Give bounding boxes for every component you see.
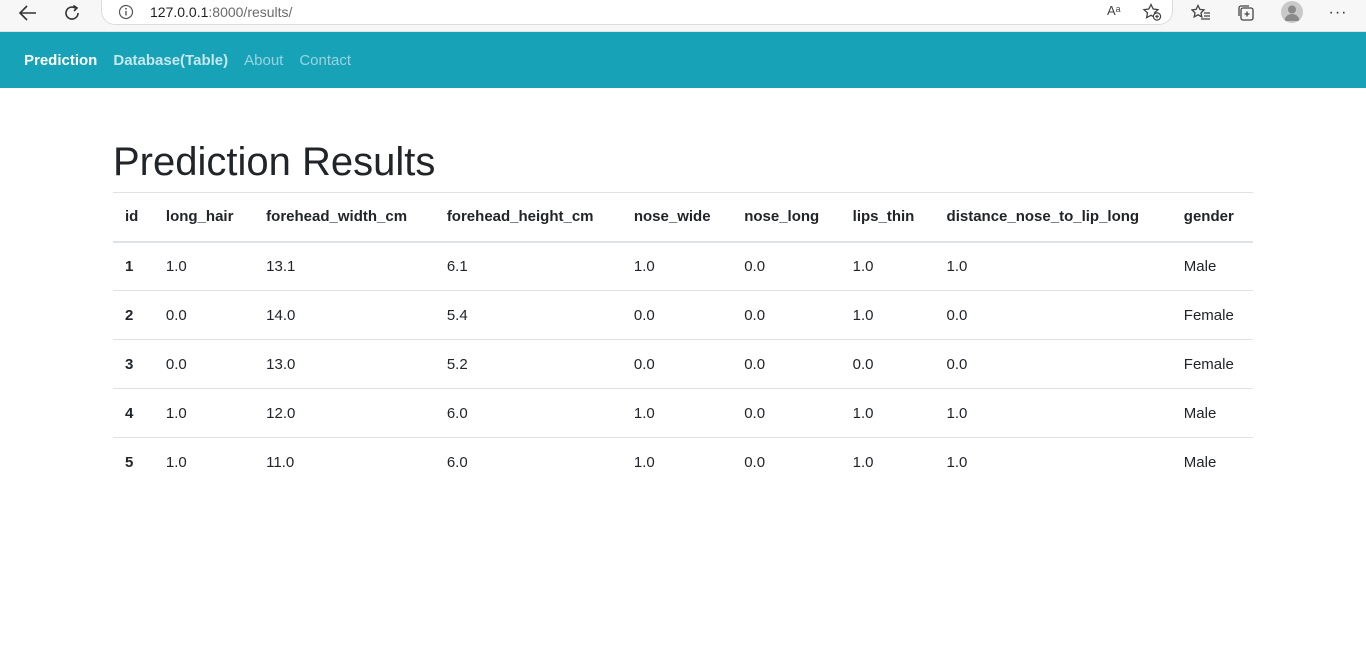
cell-long-hair: 0.0 [165,355,187,373]
url-path: :8000/results/ [208,4,293,20]
navbar-brand[interactable]: Prediction [24,51,98,69]
cell-distance-nose-lip: 0.0 [946,355,968,373]
cell-lips-thin: 1.0 [852,404,874,422]
cell-forehead-height: 5.2 [446,355,468,373]
address-bar[interactable]: 127.0.0.1:8000/results/ Aᵃ [101,0,1173,25]
add-favorite-icon[interactable] [1142,3,1162,21]
cell-forehead-height: 6.0 [446,453,468,471]
column-header-gender: gender [1183,208,1234,226]
more-options-icon[interactable]: ··· [1328,4,1348,21]
cell-id: 3 [125,355,134,373]
cell-forehead-height: 6.1 [446,257,468,275]
cell-forehead-width: 13.0 [266,355,296,373]
cell-forehead-width: 11.0 [266,453,295,471]
nav-link-contact[interactable]: Contact [299,51,352,69]
cell-distance-nose-lip: 1.0 [946,257,968,275]
cell-long-hair: 1.0 [165,453,187,471]
cell-nose-wide: 0.0 [633,306,655,324]
column-header-forehead-width: forehead_width_cm [266,208,408,226]
column-header-id: id [125,208,139,226]
read-aloud-icon[interactable]: Aᵃ [1107,3,1121,18]
cell-gender: Male [1183,453,1217,471]
reload-icon [65,4,79,20]
cell-long-hair: 1.0 [165,404,187,422]
cell-gender: Female [1183,306,1234,324]
cell-gender: Male [1183,404,1217,422]
cell-nose-long: 0.0 [744,404,766,422]
cell-nose-long: 0.0 [744,257,766,275]
url-text[interactable]: 127.0.0.1:8000/results/ [150,4,292,20]
cell-lips-thin: 0.0 [852,355,874,373]
cell-forehead-width: 14.0 [266,306,296,324]
results-table: id long_hair forehead_width_cm forehead_… [113,192,1253,487]
nav-link-about[interactable]: About [244,51,284,69]
nav-link-database[interactable]: Database(Table) [113,51,229,69]
favorites-icon[interactable] [1191,3,1211,23]
cell-nose-wide: 1.0 [633,453,655,471]
cell-distance-nose-lip: 1.0 [946,453,968,471]
table-row: 2 0.0 14.0 5.4 0.0 0.0 1.0 0.0 Female [113,291,1253,340]
main-content: Prediction Results id long_hair forehead… [113,136,1253,487]
table-row: 5 1.0 11.0 6.0 1.0 0.0 1.0 1.0 Male [113,438,1253,487]
column-header-long-hair: long_hair [165,208,234,226]
navbar: Prediction Database(Table) About Contact [0,32,1366,88]
cell-nose-long: 0.0 [744,453,766,471]
back-button[interactable] [14,0,42,26]
cell-id: 2 [125,306,134,324]
column-header-lips-thin: lips_thin [852,208,915,226]
collections-icon[interactable] [1236,3,1256,23]
column-header-forehead-height: forehead_height_cm [446,208,594,226]
cell-lips-thin: 1.0 [852,453,874,471]
cell-id: 1 [125,257,134,275]
column-header-nose-long: nose_long [744,208,820,226]
cell-forehead-height: 6.0 [446,404,468,422]
url-host: 127.0.0.1 [150,4,209,20]
column-header-nose-wide: nose_wide [633,208,711,226]
arrow-left-icon [19,5,36,21]
cell-lips-thin: 1.0 [852,257,874,275]
table-row: 1 1.0 13.1 6.1 1.0 0.0 1.0 1.0 Male [113,242,1253,291]
table-row: 3 0.0 13.0 5.2 0.0 0.0 0.0 0.0 Female [113,340,1253,389]
cell-distance-nose-lip: 0.0 [946,306,968,324]
reload-button[interactable] [58,0,86,26]
cell-long-hair: 1.0 [165,257,187,275]
cell-nose-wide: 1.0 [633,257,655,275]
cell-forehead-height: 5.4 [446,306,468,324]
cell-distance-nose-lip: 1.0 [946,404,968,422]
cell-forehead-width: 12.0 [266,404,296,422]
cell-long-hair: 0.0 [165,306,187,324]
column-header-distance-nose-lip: distance_nose_to_lip_long [946,208,1140,226]
cell-nose-long: 0.0 [744,355,766,373]
cell-gender: Female [1183,355,1234,373]
cell-forehead-width: 13.1 [266,257,296,275]
page-title: Prediction Results [113,140,436,184]
cell-nose-wide: 1.0 [633,404,655,422]
browser-toolbar: 127.0.0.1:8000/results/ Aᵃ ··· [0,0,1366,32]
info-icon[interactable] [118,4,134,20]
table-row: 4 1.0 12.0 6.0 1.0 0.0 1.0 1.0 Male [113,389,1253,438]
profile-avatar[interactable] [1281,1,1303,23]
cell-gender: Male [1183,257,1217,275]
cell-nose-wide: 0.0 [633,355,655,373]
cell-id: 5 [125,453,134,471]
cell-id: 4 [125,404,134,422]
table-header-row: id long_hair forehead_width_cm forehead_… [113,192,1253,242]
cell-lips-thin: 1.0 [852,306,874,324]
cell-nose-long: 0.0 [744,306,766,324]
